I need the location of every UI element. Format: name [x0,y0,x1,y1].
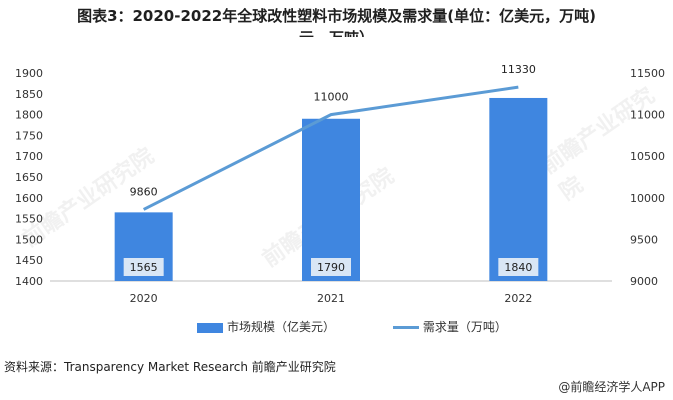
line-value-label: 11000 [314,91,349,104]
chart-title-overflow: 元，万吨） [298,29,374,47]
x-tick-label: 2022 [504,292,532,305]
bar [489,97,548,282]
bar-label-box [123,258,164,276]
right-tick-label: 9500 [630,233,658,246]
x-tick-label: 2020 [130,292,158,305]
left-tick-label: 1450 [15,254,43,267]
legend-swatch-line [392,326,419,329]
line-value-label: 9860 [130,185,158,198]
legend-item-line: 需求量（万吨） [392,318,507,335]
line-value-label: 11330 [501,63,536,76]
left-tick-label: 1850 [15,88,43,101]
left-tick-label: 1700 [15,150,43,163]
bar-value-label: 1840 [504,261,532,274]
chart-title: 图表3：2020-2022年全球改性塑料市场规模及需求量(单位：亿美元，万吨) [77,7,596,25]
legend-item-bar: 市场规模（亿美元） [197,318,335,335]
bar-label-box [498,258,539,276]
left-tick-label: 1900 [15,67,43,80]
left-tick-label: 1550 [15,213,43,226]
bar [302,118,360,281]
right-tick-label: 10500 [630,150,665,163]
right-tick-label: 11000 [630,109,665,122]
right-tick-label: 11500 [630,67,665,80]
bar-value-label: 1790 [317,261,345,274]
right-tick-label: 9000 [630,275,658,288]
left-tick-label: 1800 [15,109,43,122]
source-note: 资料来源：Transparency Market Research 前瞻产业研究… [4,360,336,374]
right-tick-label: 10000 [630,192,665,205]
legend-swatch-bar [197,322,223,333]
legend-label-bar: 市场规模（亿美元） [227,320,336,334]
brand-credit: @前瞻经济学人APP [558,380,665,394]
line-series [142,85,519,211]
bar-value-label: 1565 [130,261,158,274]
left-tick-label: 1500 [15,233,43,246]
left-tick-label: 1650 [15,171,43,184]
x-tick-label: 2021 [317,292,345,305]
left-tick-label: 1600 [15,192,43,205]
left-tick-label: 1400 [15,275,43,288]
left-tick-label: 1750 [15,129,43,142]
legend-label-line: 需求量（万吨） [422,320,507,334]
chart-legend: 市场规模（亿美元） 需求量（万吨） [197,318,561,335]
bar-label-box [311,258,351,276]
